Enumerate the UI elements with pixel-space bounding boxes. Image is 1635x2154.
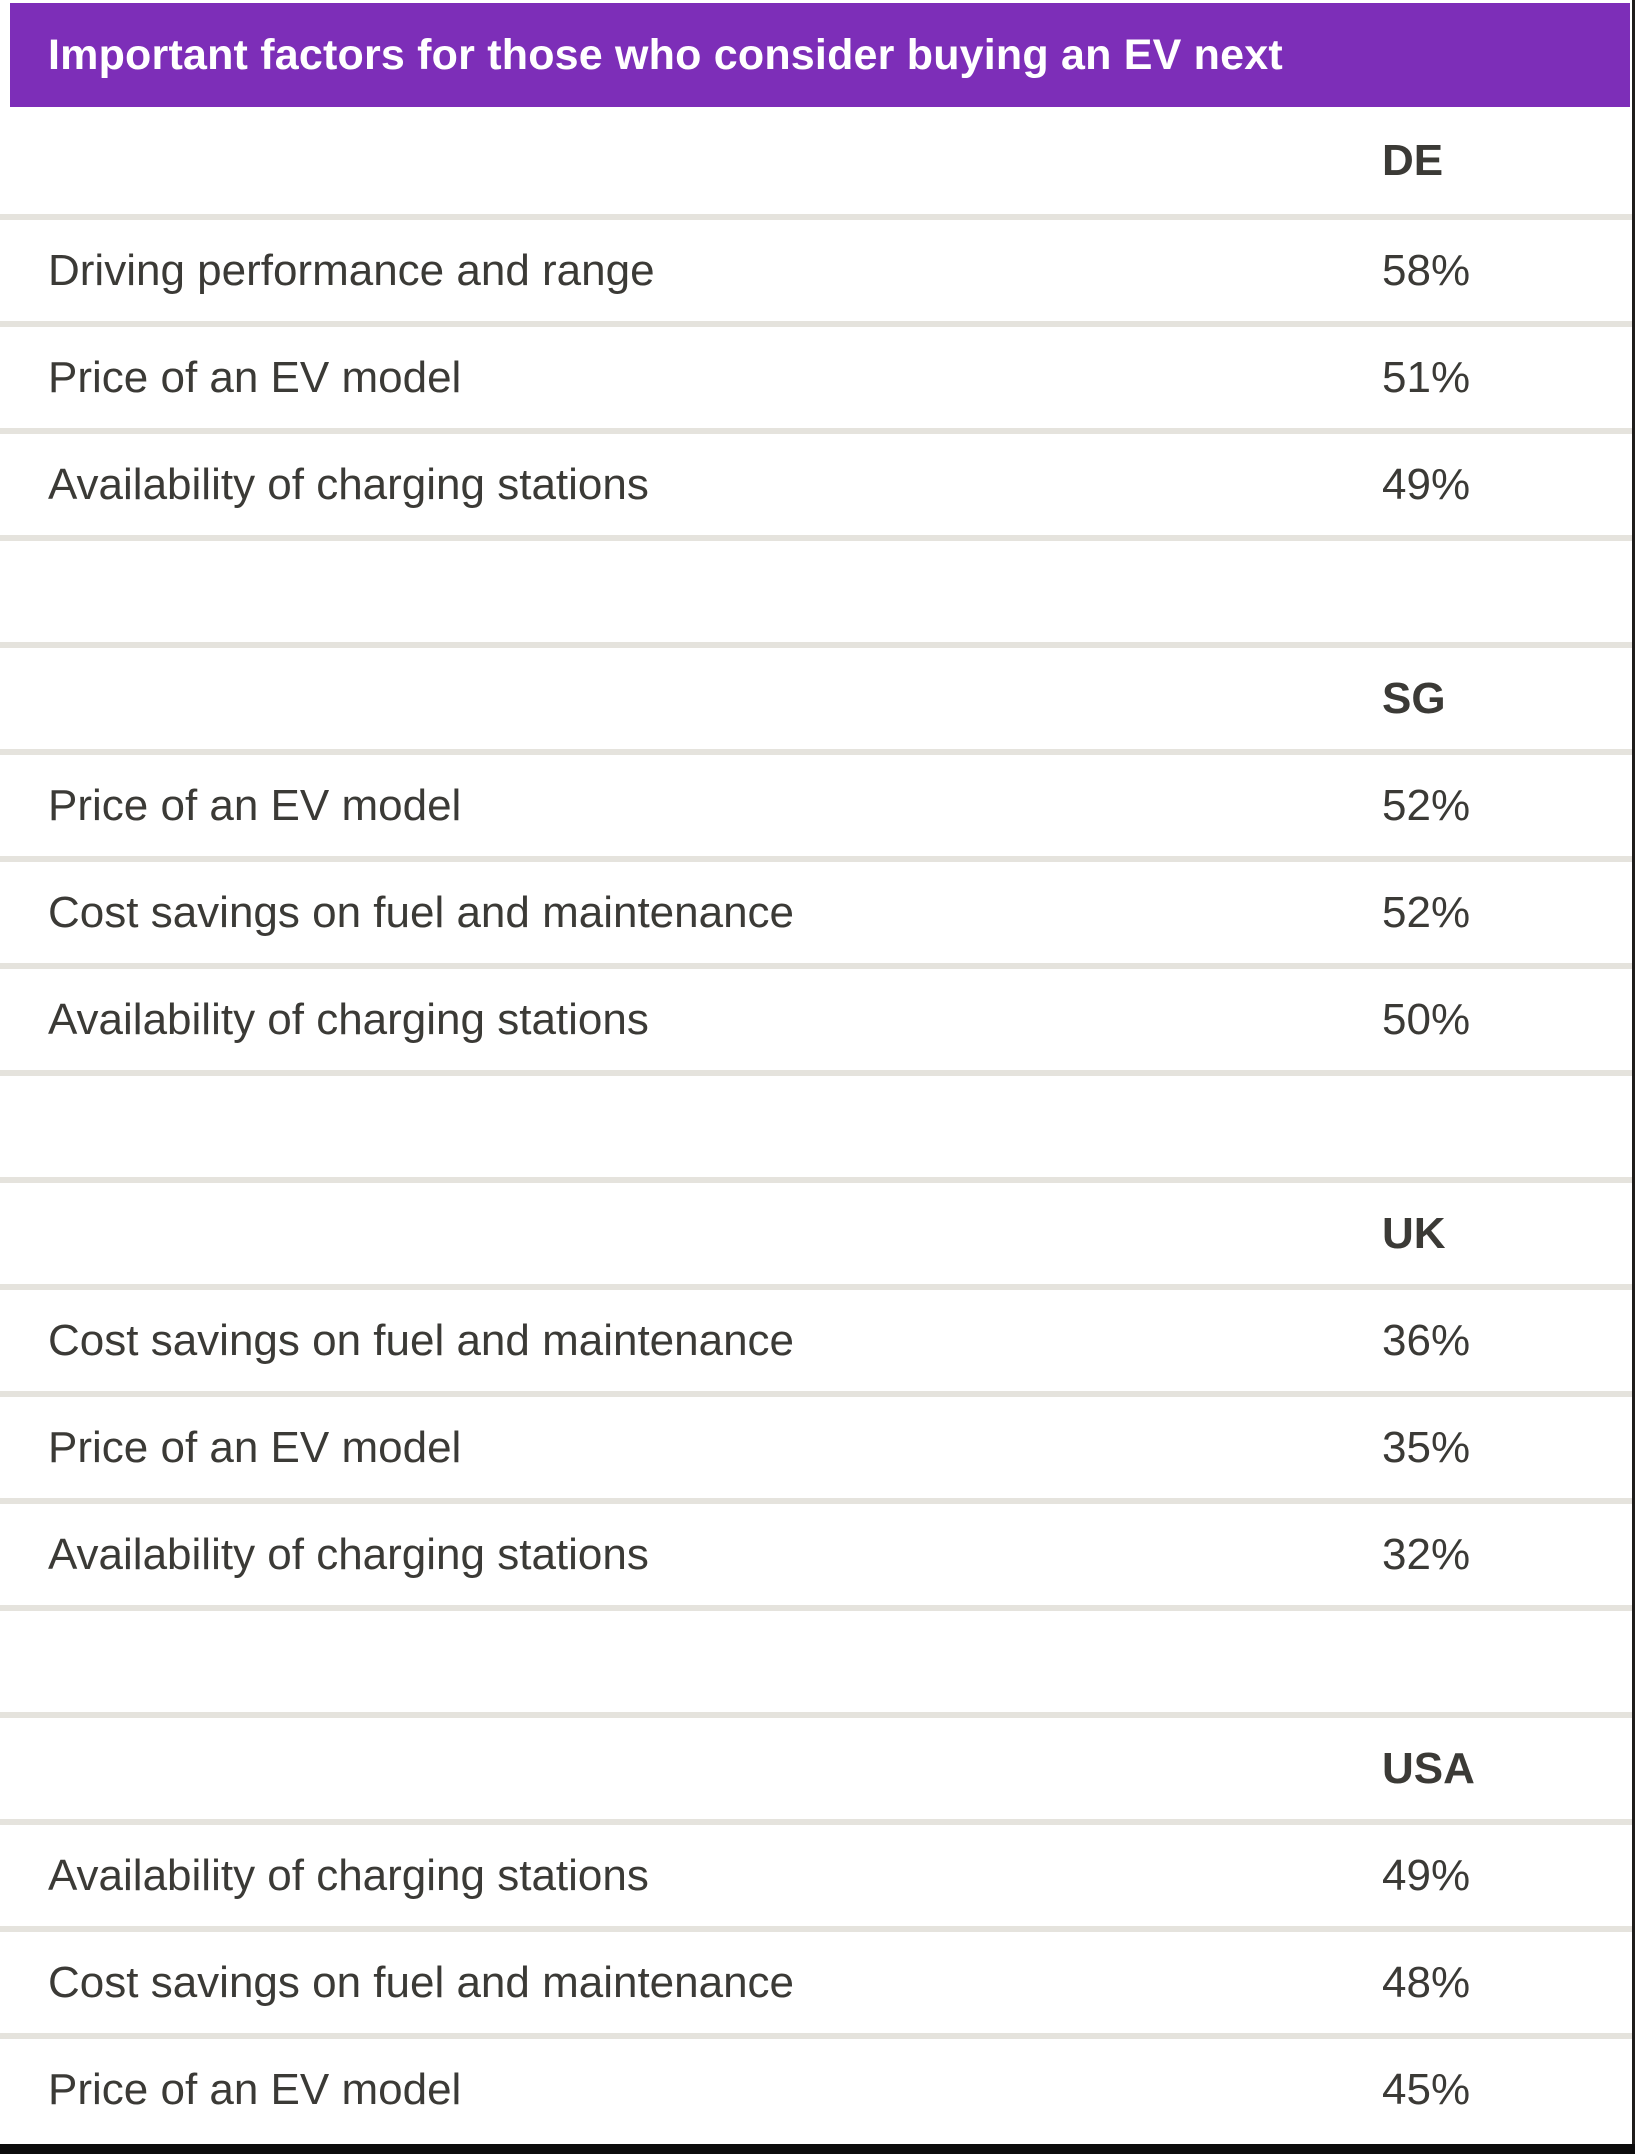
- table-title-banner: Important factors for those who consider…: [10, 3, 1630, 107]
- factor-value: 48%: [1382, 1957, 1471, 2007]
- factor-label: Price of an EV model: [48, 352, 462, 402]
- table-row: Availability of charging stations 49%: [0, 1819, 1632, 1926]
- factor-label: Availability of charging stations: [48, 459, 649, 509]
- factor-value: 49%: [1382, 1850, 1471, 1900]
- bottom-edge-border: [0, 2144, 1635, 2154]
- factor-label: Availability of charging stations: [48, 994, 649, 1044]
- right-edge-border: [1632, 0, 1635, 2154]
- factor-label: Cost savings on fuel and maintenance: [48, 1957, 795, 2007]
- factor-label: Driving performance and range: [48, 245, 655, 295]
- factor-label: Cost savings on fuel and maintenance: [48, 887, 795, 937]
- factor-label: Availability of charging stations: [48, 1850, 649, 1900]
- table-row: Availability of charging stations 50%: [0, 963, 1632, 1070]
- table-row: Availability of charging stations 32%: [0, 1498, 1632, 1605]
- country-header-label: SG: [1382, 673, 1446, 723]
- spacer-row: [0, 535, 1632, 642]
- factor-value: 52%: [1382, 780, 1471, 830]
- section-header-row-de: DE: [0, 107, 1632, 214]
- factor-value: 51%: [1382, 352, 1471, 402]
- factor-value: 50%: [1382, 994, 1471, 1044]
- table-row: Price of an EV model 52%: [0, 749, 1632, 856]
- table-row: Price of an EV model 51%: [0, 321, 1632, 428]
- spacer-row: [0, 1070, 1632, 1177]
- factor-label: Price of an EV model: [48, 2064, 462, 2114]
- country-header-label: UK: [1382, 1208, 1446, 1258]
- table-row: Price of an EV model 45%: [0, 2033, 1632, 2140]
- section-header-row-sg: SG: [0, 642, 1632, 749]
- table-row: Cost savings on fuel and maintenance 52%: [0, 856, 1632, 963]
- table-row: Price of an EV model 35%: [0, 1391, 1632, 1498]
- country-header-label: USA: [1382, 1743, 1475, 1793]
- factor-value: 35%: [1382, 1422, 1471, 1472]
- factor-label: Cost savings on fuel and maintenance: [48, 1315, 795, 1365]
- table-title: Important factors for those who consider…: [48, 30, 1283, 79]
- spacer-row: [0, 1605, 1632, 1712]
- factor-value: 32%: [1382, 1529, 1471, 1579]
- table-row: Cost savings on fuel and maintenance 36%: [0, 1284, 1632, 1391]
- factor-label: Price of an EV model: [48, 1422, 462, 1472]
- section-header-row-uk: UK: [0, 1177, 1632, 1284]
- table-body: DE Driving performance and range 58% Pri…: [0, 107, 1632, 2140]
- factor-value: 58%: [1382, 245, 1471, 295]
- factor-label: Availability of charging stations: [48, 1529, 649, 1579]
- table-row: Driving performance and range 58%: [0, 214, 1632, 321]
- country-header-label: DE: [1382, 135, 1444, 185]
- factor-value: 49%: [1382, 459, 1471, 509]
- factor-value: 45%: [1382, 2064, 1471, 2114]
- factor-label: Price of an EV model: [48, 780, 462, 830]
- factor-value: 52%: [1382, 887, 1471, 937]
- table-row: Cost savings on fuel and maintenance 48%: [0, 1926, 1632, 2033]
- factor-value: 36%: [1382, 1315, 1471, 1365]
- table-row: Availability of charging stations 49%: [0, 428, 1632, 535]
- section-header-row-usa: USA: [0, 1712, 1632, 1819]
